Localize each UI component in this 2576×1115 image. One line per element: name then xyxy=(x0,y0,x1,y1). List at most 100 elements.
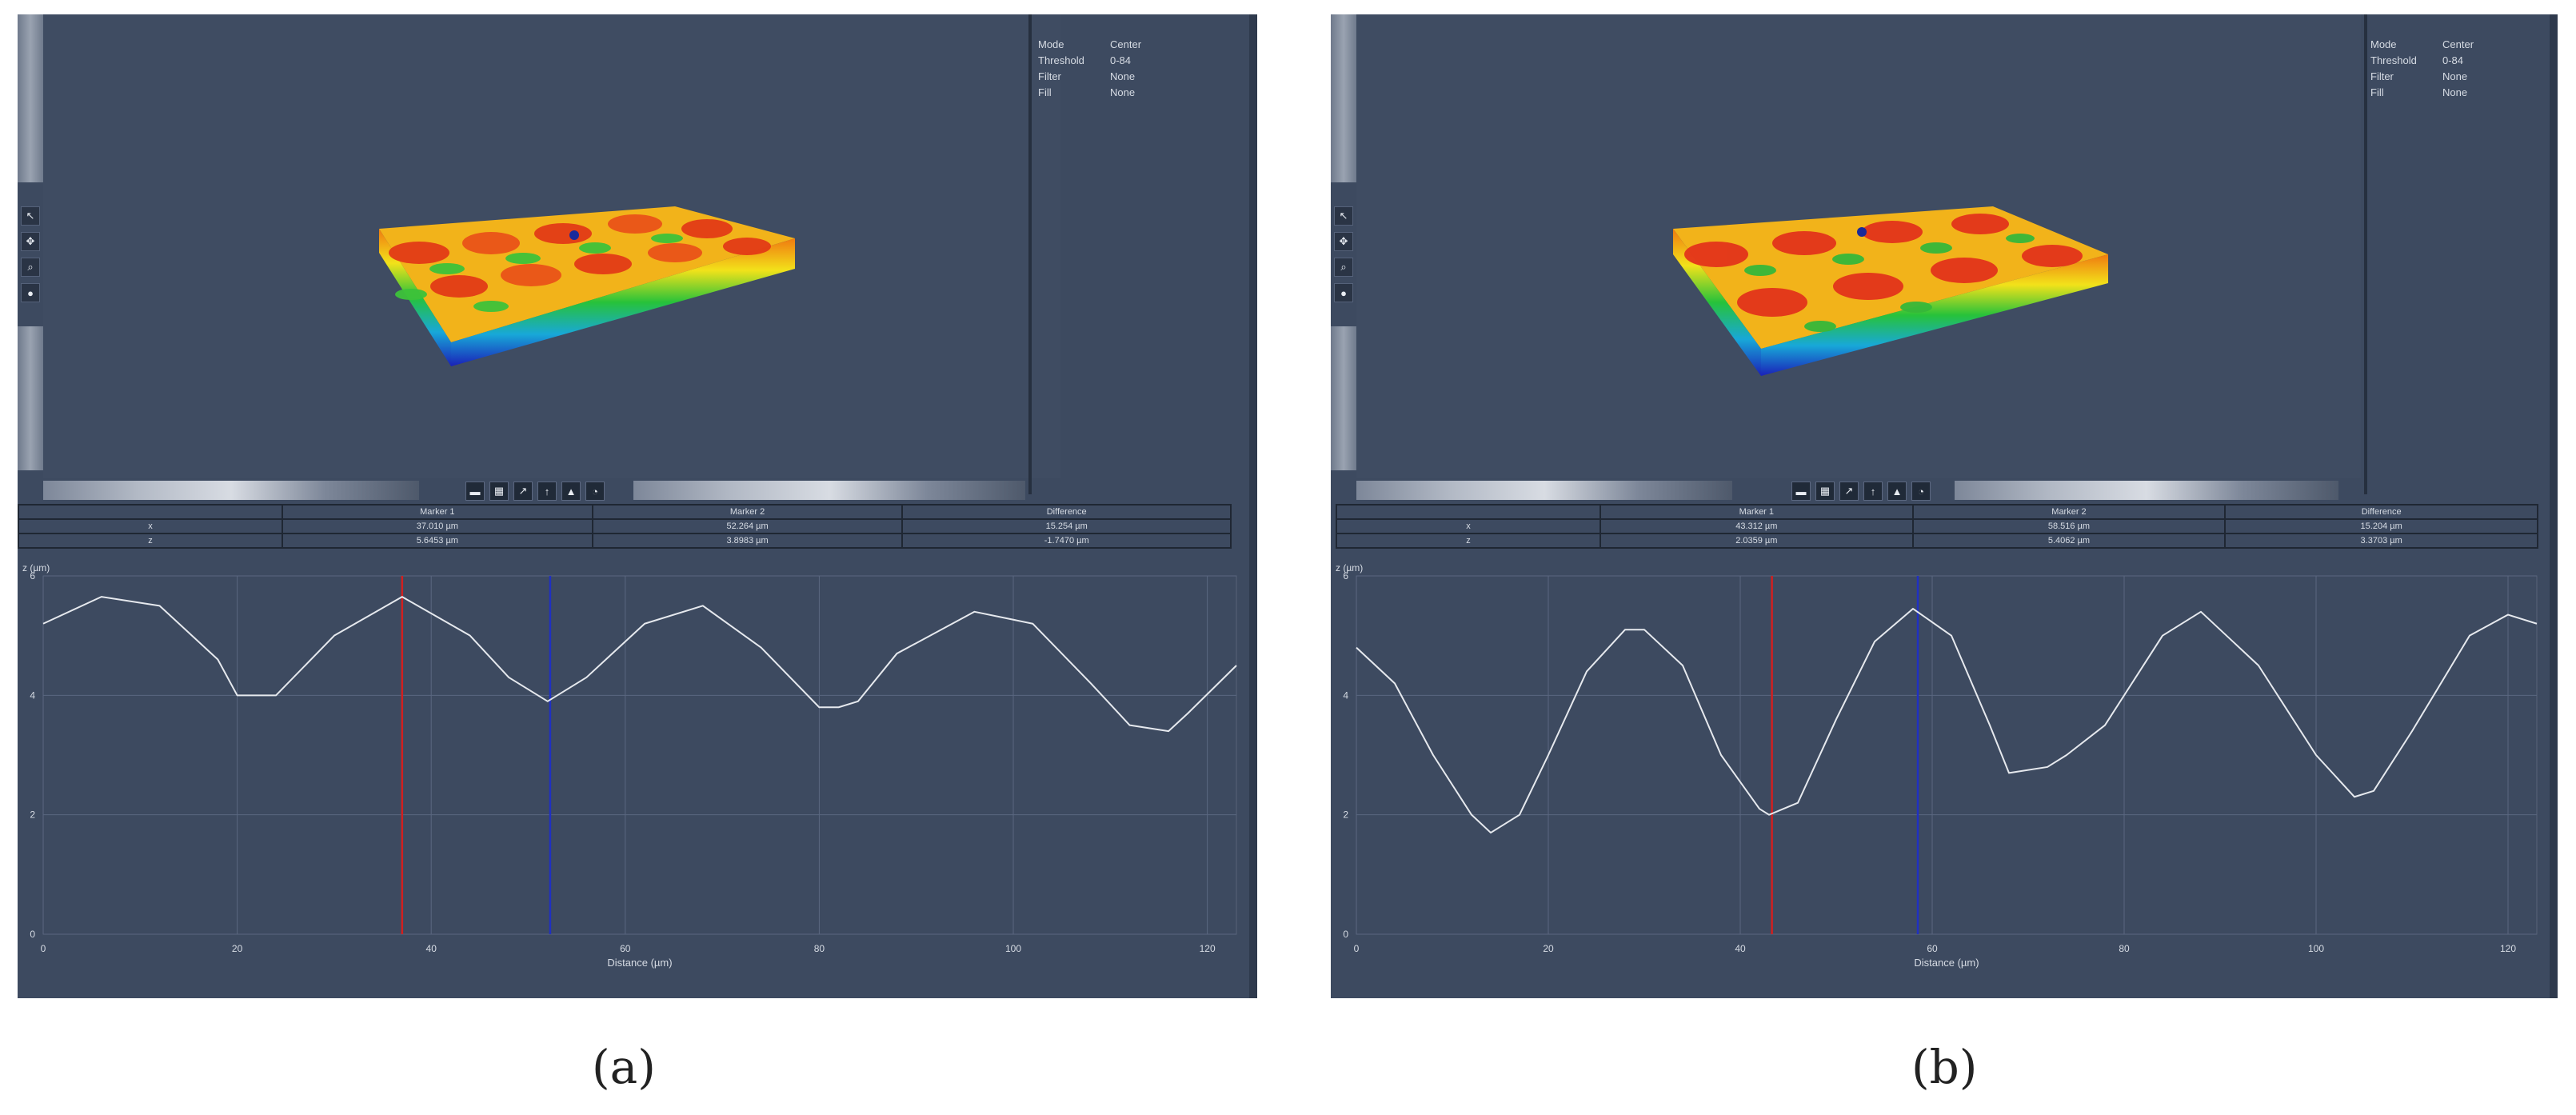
plot-area xyxy=(1356,575,2538,935)
table-header xyxy=(18,504,283,520)
arrow-icon[interactable]: ↑ xyxy=(537,482,557,501)
y-tick-label: 2 xyxy=(30,809,35,821)
table-cell: 43.312 µm xyxy=(1600,518,1914,534)
panel-a: ↖ ✥ ⌕ ● xyxy=(18,14,1257,998)
table-cell: 52.264 µm xyxy=(591,518,904,534)
info-value: 0-84 xyxy=(1110,54,1132,66)
info-label: Fill xyxy=(2370,86,2384,98)
info-value: Center xyxy=(2442,38,2474,50)
profile-chart[interactable]: 0 20 40 60 80 100 120 0 2 4 6z (µm) Distance (µm) xyxy=(18,558,1249,998)
table-cell: -1.7470 µm xyxy=(901,533,1232,549)
info-value: Center xyxy=(1110,38,1142,50)
x-tick-label: 20 xyxy=(232,943,243,954)
table-cell: 2.0359 µm xyxy=(1600,533,1914,549)
table-cell: 37.010 µm xyxy=(282,518,593,534)
info-label: Mode xyxy=(1038,38,1064,50)
slider-right[interactable] xyxy=(1955,481,2338,500)
depth-slider-top[interactable] xyxy=(18,14,43,182)
y-axis-label: z (µm) xyxy=(1336,562,1363,573)
profile-line xyxy=(1356,608,2538,834)
x-axis-label: Distance (µm) xyxy=(607,957,672,969)
marker-dot xyxy=(569,230,579,240)
grid-icon[interactable]: ▦ xyxy=(489,482,509,501)
shape-icon[interactable]: ▲ xyxy=(561,482,581,501)
panel-b: ↖ ✥ ⌕ ● xyxy=(1331,14,2558,998)
view-toolbar: ▬ ▦ ↗ ↑ ▲ ◔ xyxy=(1791,482,1931,501)
depth-slider-top[interactable] xyxy=(1331,14,1356,182)
info-label: Filter xyxy=(1038,70,1061,82)
x-tick-label: 80 xyxy=(2119,943,2130,954)
ruler-icon[interactable]: ▬ xyxy=(465,482,485,501)
3d-view[interactable] xyxy=(1356,14,2361,478)
caption-a: (a) xyxy=(592,1040,656,1094)
marker-dot xyxy=(1857,227,1867,237)
right-strip xyxy=(2550,14,2558,998)
depth-slider-bottom[interactable] xyxy=(1331,326,1356,470)
x-tick-label: 100 xyxy=(2308,943,2324,954)
view-divider xyxy=(2364,14,2367,494)
table-header: Difference xyxy=(2224,504,2538,520)
pointer-icon[interactable]: ↗ xyxy=(1839,482,1859,501)
y-tick-label: 0 xyxy=(1343,929,1348,940)
table-cell: 5.6453 µm xyxy=(282,533,593,549)
ruler-icon[interactable]: ▬ xyxy=(1791,482,1811,501)
grid-icon[interactable]: ▦ xyxy=(1815,482,1835,501)
y-tick-label: 0 xyxy=(30,929,35,940)
x-tick-label: 40 xyxy=(426,943,437,954)
select-icon[interactable]: ↖ xyxy=(1334,206,1353,226)
zoom-icon[interactable]: ⌕ xyxy=(21,258,40,277)
y-tick-label: 6 xyxy=(30,570,35,581)
zoom-icon[interactable]: ⌕ xyxy=(1334,258,1353,277)
y-tick-label: 4 xyxy=(1343,689,1348,701)
info-label: Filter xyxy=(2370,70,2394,82)
surface-3d-render xyxy=(1673,206,2108,376)
table-header: Marker 1 xyxy=(282,504,593,520)
plot-area xyxy=(42,575,1237,935)
3d-view[interactable] xyxy=(43,14,1060,478)
arrow-icon[interactable]: ↑ xyxy=(1863,482,1883,501)
rotate-icon[interactable]: ✥ xyxy=(1334,232,1353,251)
x-tick-label: 0 xyxy=(1354,943,1360,954)
slider-right[interactable] xyxy=(633,481,1025,500)
surface-3d-render xyxy=(379,206,795,366)
x-tick-label: 80 xyxy=(814,943,825,954)
x-axis-label: Distance (µm) xyxy=(1914,957,1979,969)
light-icon[interactable]: ● xyxy=(21,283,40,302)
x-tick-label: 20 xyxy=(1543,943,1554,954)
x-tick-label: 60 xyxy=(620,943,631,954)
info-label: Threshold xyxy=(1038,54,1084,66)
table-cell: x xyxy=(1336,518,1601,534)
table-cell: 3.8983 µm xyxy=(591,533,904,549)
info-label: Mode xyxy=(2370,38,2397,50)
info-value: None xyxy=(1110,70,1136,82)
info-value: None xyxy=(2442,70,2468,82)
select-icon[interactable]: ↖ xyxy=(21,206,40,226)
left-toolbox: ↖ ✥ ⌕ ● xyxy=(21,206,40,302)
settings-icon[interactable]: ◔ xyxy=(1911,482,1931,501)
shape-icon[interactable]: ▲ xyxy=(1887,482,1907,501)
y-tick-label: 6 xyxy=(1343,570,1348,581)
slider-left[interactable] xyxy=(43,481,419,500)
x-tick-label: 120 xyxy=(2500,943,2516,954)
y-tick-label: 2 xyxy=(1343,809,1348,821)
rotate-icon[interactable]: ✥ xyxy=(21,232,40,251)
x-tick-label: 120 xyxy=(1200,943,1216,954)
settings-icon[interactable]: ◔ xyxy=(585,482,605,501)
marker-table: Marker 1 Marker 2 Difference x 43.312 µm… xyxy=(1336,504,2538,549)
table-cell: 58.516 µm xyxy=(1911,518,2227,534)
x-tick-label: 60 xyxy=(1927,943,1938,954)
slider-left[interactable] xyxy=(1356,481,1732,500)
profile-chart[interactable]: 0 20 40 60 80 100 120 0 2 4 6z (µm) Distance (µm) xyxy=(1331,558,2550,998)
depth-slider-bottom[interactable] xyxy=(18,326,43,470)
profile-line xyxy=(42,596,1237,733)
info-value: None xyxy=(1110,86,1136,98)
table-cell: z xyxy=(1336,533,1601,549)
table-header: Difference xyxy=(901,504,1232,520)
light-icon[interactable]: ● xyxy=(1334,283,1353,302)
info-label: Threshold xyxy=(2370,54,2417,66)
view-info: Mode Center Threshold 0-84 Filter None Fill… xyxy=(2370,37,2474,101)
table-header: Marker 1 xyxy=(1600,504,1914,520)
view-info: Mode Center Threshold 0-84 Filter None Fill… xyxy=(1038,37,1141,101)
table-header: Marker 2 xyxy=(1911,504,2227,520)
pointer-icon[interactable]: ↗ xyxy=(513,482,533,501)
